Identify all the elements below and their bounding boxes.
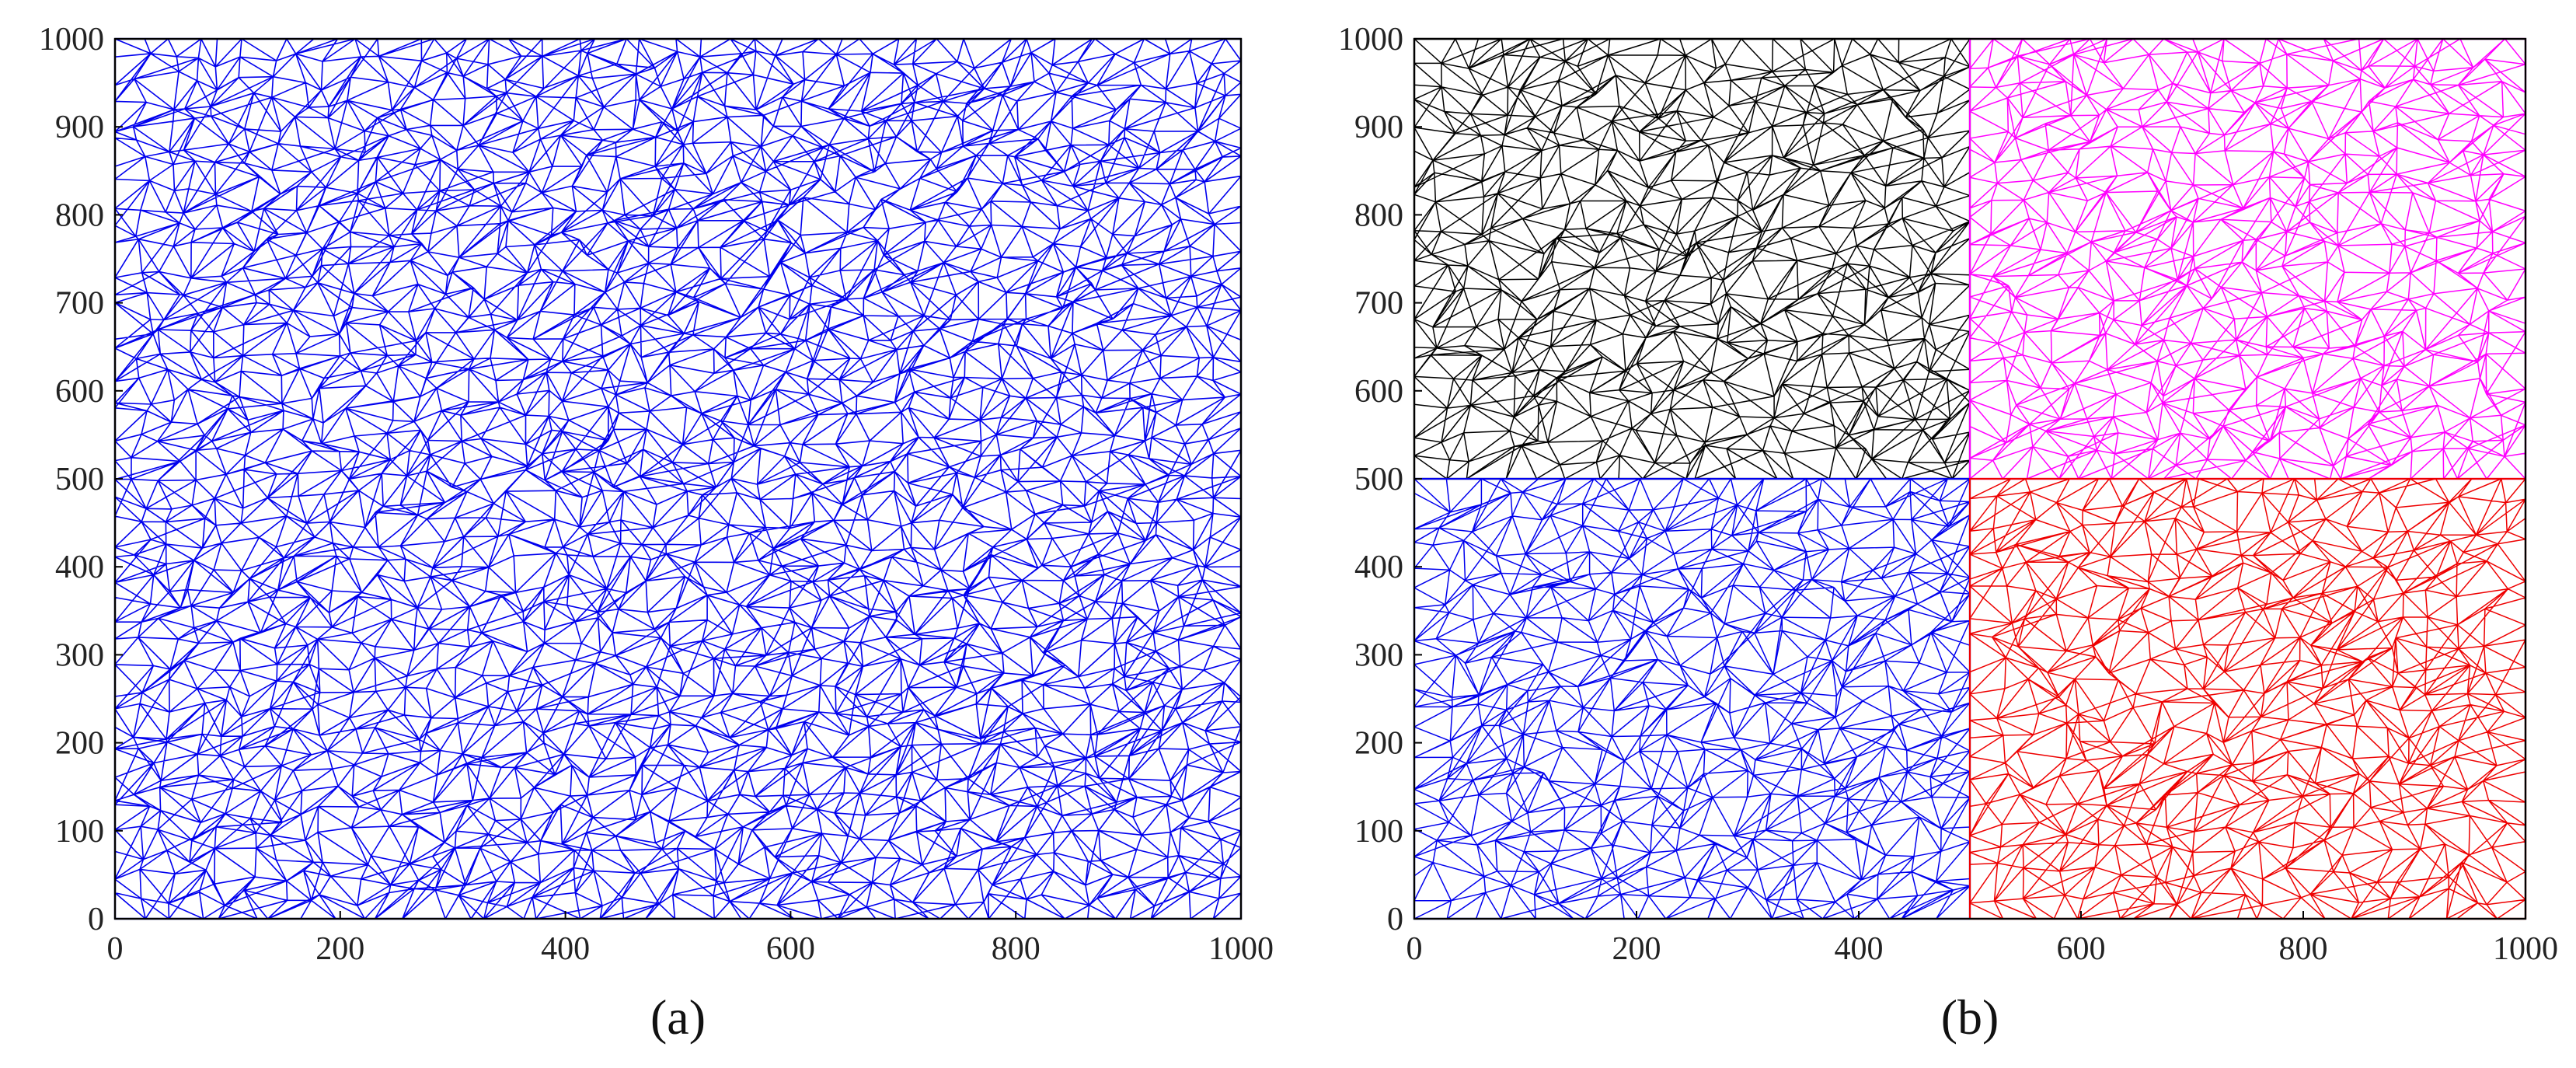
mesh-edges — [1969, 478, 2526, 920]
panel-a-mesh-plot: 0 200 400 600 800 1000 0 100 200 300 400 500 600 700 8… — [39, 22, 1274, 1045]
panel-b-mesh-plot: 0 200 400 600 800 1000 0 100 200 300 400 500 600 700 8… — [1338, 22, 2558, 1045]
y-tick-label: 400 — [55, 550, 104, 585]
x-tick-label: 800 — [992, 931, 1041, 967]
y-tick-label: 1000 — [1338, 22, 1403, 58]
mesh-edges — [1413, 38, 1971, 480]
y-tick-label: 900 — [55, 110, 104, 145]
y-tick-label: 300 — [55, 637, 104, 673]
y-tick-label: 500 — [1354, 462, 1403, 497]
mesh-region-boundary — [1413, 477, 1971, 920]
mesh-series-1 — [1413, 37, 1971, 480]
x-tick-label: 1000 — [2493, 931, 2558, 967]
panel-label: (a) — [650, 989, 706, 1045]
x-tick-label: 200 — [315, 931, 364, 967]
panel-label: (b) — [1941, 989, 1999, 1045]
y-tick-label: 700 — [55, 286, 104, 322]
y-tick-label: 200 — [55, 726, 104, 762]
x-tick-label: 1000 — [1208, 931, 1274, 967]
y-tick-label: 900 — [1354, 110, 1403, 145]
mesh-series-1 — [113, 37, 1243, 920]
x-tick-label: 200 — [1612, 931, 1661, 967]
y-tick-label: 500 — [55, 462, 104, 497]
y-tick-label: 700 — [1354, 286, 1403, 322]
y-tick-label: 100 — [1354, 814, 1403, 850]
mesh-edges — [114, 38, 1242, 920]
mesh-edges — [1969, 38, 2526, 480]
y-tick-label: 800 — [1354, 197, 1403, 233]
x-tick-label: 600 — [766, 931, 815, 967]
x-tick-label: 800 — [2279, 931, 2328, 967]
y-tick-label: 800 — [55, 197, 104, 233]
mesh-series-4 — [1968, 477, 2527, 920]
y-tick-label: 0 — [88, 902, 104, 937]
x-tick-label: 600 — [2057, 931, 2106, 967]
y-tick-label: 200 — [1354, 726, 1403, 762]
x-tick-label: 400 — [541, 931, 590, 967]
mesh-series-3 — [1413, 477, 1971, 920]
y-tick-label: 600 — [1354, 374, 1403, 410]
mesh-series-2 — [1968, 37, 2527, 480]
y-tick-label: 100 — [55, 814, 104, 850]
y-tick-label: 0 — [1387, 902, 1403, 937]
y-tick-label: 400 — [1354, 550, 1403, 585]
mesh-edges — [1413, 478, 1971, 920]
x-tick-label: 400 — [1835, 931, 1884, 967]
y-tick-label: 300 — [1354, 637, 1403, 673]
x-tick-label: 0 — [1407, 931, 1423, 967]
x-tick-label: 0 — [107, 931, 124, 967]
y-tick-label: 1000 — [39, 22, 104, 58]
y-tick-label: 600 — [55, 374, 104, 410]
